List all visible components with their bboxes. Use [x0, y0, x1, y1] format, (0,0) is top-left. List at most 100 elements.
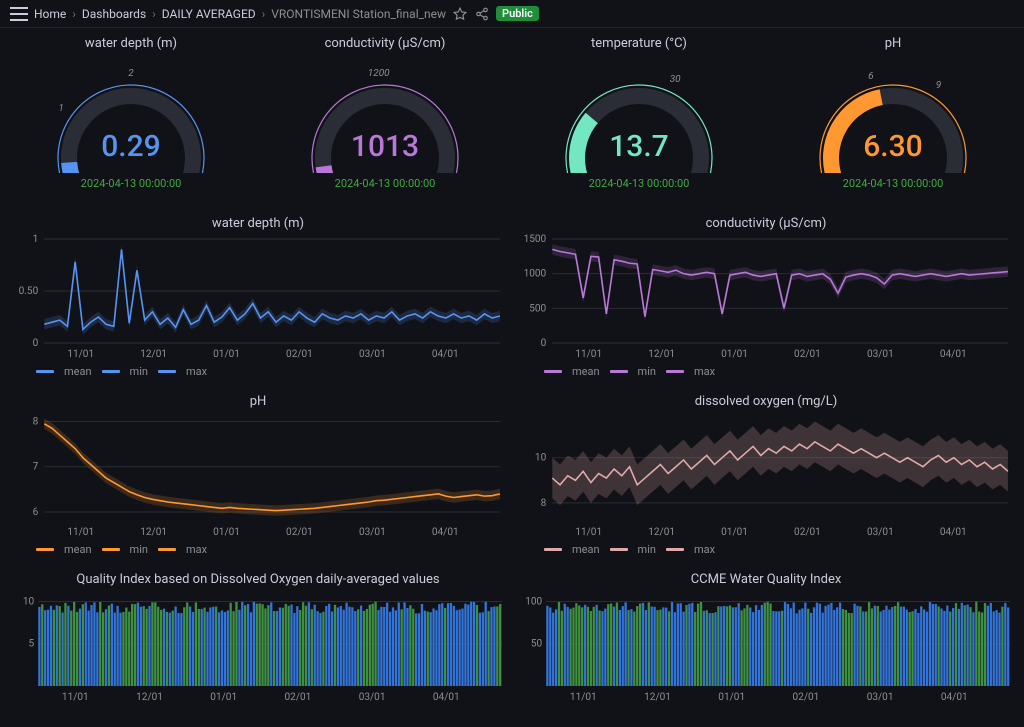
svg-text:11/01: 11/01 [62, 692, 89, 703]
legend-label: max [186, 365, 207, 378]
svg-text:0: 0 [33, 338, 39, 349]
gauge-panel: conductivity (μS/cm)0120025001013 2024-04… [262, 32, 508, 212]
panel-title: water depth (m) [8, 212, 508, 233]
svg-text:500: 500 [529, 303, 546, 314]
panel-title: CCME Water Quality Index [516, 568, 1016, 589]
svg-text:02/01: 02/01 [285, 692, 312, 703]
svg-text:2: 2 [128, 68, 134, 79]
share-icon[interactable] [474, 6, 490, 22]
chart-legend: mean min max [8, 363, 508, 378]
menu-icon[interactable] [10, 7, 28, 21]
chart-row-1: water depth (m)00.50111/0112/0101/0102/0… [8, 212, 1016, 390]
line-chart-svg: 67811/0112/0101/0102/0103/0104/01 [8, 411, 508, 541]
svg-text:6: 6 [868, 71, 873, 82]
crumb-sep: › [262, 7, 266, 21]
svg-text:01/01: 01/01 [210, 692, 237, 703]
svg-text:10: 10 [23, 596, 35, 607]
page-body: water depth (m)01240.292024-04-13 00:00:… [0, 28, 1024, 727]
svg-text:01/01: 01/01 [213, 527, 240, 538]
gauge-row: water depth (m)01240.29 2024-04-13 00:00:… [8, 32, 1016, 212]
bar-panel: CCME Water Quality Index 50 100 11/01 12/01 0… [516, 568, 1016, 723]
legend-label: mean [64, 543, 92, 556]
star-icon[interactable] [452, 6, 468, 22]
svg-text:50: 50 [531, 639, 543, 650]
legend-label: max [186, 543, 207, 556]
bar-chart-svg: 5010011/0112/0101/0102/0103/0104/01 [516, 589, 1016, 704]
panel-title: temperature (°C) [516, 32, 762, 53]
legend-label: min [638, 543, 656, 556]
svg-text:04/01: 04/01 [432, 349, 459, 360]
legend-label: mean [64, 365, 92, 378]
panel-title: pH [770, 32, 1016, 53]
svg-text:11/01: 11/01 [570, 692, 597, 703]
crumb-home[interactable]: Home [34, 7, 66, 21]
svg-text:12/01: 12/01 [140, 527, 167, 538]
svg-text:1200: 1200 [368, 68, 390, 79]
svg-text:0.29: 0.29 [101, 129, 161, 164]
chart-legend: meanminmax [516, 363, 1016, 378]
svg-text:03/01: 03/01 [867, 349, 894, 360]
svg-text:8: 8 [541, 498, 547, 509]
public-badge: Public [496, 6, 539, 21]
svg-text:12/01: 12/01 [644, 692, 671, 703]
svg-text:12/01: 12/01 [648, 527, 675, 538]
svg-text:04/01: 04/01 [940, 527, 967, 538]
svg-text:12/01: 12/01 [136, 692, 163, 703]
crumb-dashboard[interactable]: VRONTISMENI Station_final_new [271, 7, 446, 21]
svg-text:03/01: 03/01 [867, 527, 894, 538]
gauge-svg: 01240.29 [31, 53, 231, 173]
gauge-svg: 0120025001013 [285, 53, 485, 173]
svg-text:1500: 1500 [524, 234, 547, 245]
gauge-timestamp: 2024-04-13 00:00:00 [843, 177, 944, 190]
svg-text:11/01: 11/01 [67, 527, 94, 538]
svg-text:02/01: 02/01 [794, 527, 821, 538]
svg-text:8: 8 [33, 417, 39, 428]
legend-label: max [694, 543, 715, 556]
topbar: Home › Dashboards › DAILY AVERAGED › VRO… [0, 0, 1024, 28]
svg-text:02/01: 02/01 [794, 349, 821, 360]
svg-text:1013: 1013 [351, 129, 419, 164]
svg-text:6.30: 6.30 [863, 129, 923, 164]
svg-text:13.7: 13.7 [609, 129, 669, 164]
svg-text:02/01: 02/01 [286, 349, 313, 360]
legend-label: min [130, 365, 148, 378]
gauge-svg: 069146.30 [793, 53, 993, 173]
svg-text:11/01: 11/01 [67, 349, 94, 360]
gauge-timestamp: 2024-04-13 00:00:00 [589, 177, 690, 190]
crumb-sep: › [152, 7, 156, 21]
gauge-timestamp: 2024-04-13 00:00:00 [81, 177, 182, 190]
chart-legend: meanminmax [516, 541, 1016, 556]
svg-text:03/01: 03/01 [867, 692, 894, 703]
panel-title: water depth (m) [8, 32, 254, 53]
svg-text:12/01: 12/01 [140, 349, 167, 360]
svg-text:03/01: 03/01 [359, 527, 386, 538]
svg-text:03/01: 03/01 [359, 692, 386, 703]
svg-text:0: 0 [541, 338, 547, 349]
gauge-panel: water depth (m)01240.29 2024-04-13 00:00:… [8, 32, 254, 212]
svg-text:11/01: 11/01 [575, 349, 602, 360]
svg-text:11/01: 11/01 [575, 527, 602, 538]
svg-text:01/01: 01/01 [718, 692, 745, 703]
gauge-timestamp: 2024-04-13 00:00:00 [335, 177, 436, 190]
svg-text:9: 9 [936, 80, 942, 91]
crumb-dashboards[interactable]: Dashboards [82, 7, 146, 21]
svg-text:04/01: 04/01 [433, 692, 460, 703]
line-chart-svg: 00.50111/0112/0101/0102/0103/0104/01 [8, 233, 508, 363]
svg-text:01/01: 01/01 [213, 349, 240, 360]
svg-text:7: 7 [33, 462, 39, 473]
svg-text:02/01: 02/01 [286, 527, 313, 538]
panel-title: conductivity (μS/cm) [516, 212, 1016, 233]
crumb-folder[interactable]: DAILY AVERAGED [162, 7, 256, 21]
panel-title: conductivity (μS/cm) [262, 32, 508, 53]
legend-label: min [130, 543, 148, 556]
svg-text:100: 100 [525, 596, 542, 607]
gauge-panel: temperature (°C)0305013.72024-04-13 00:0… [516, 32, 762, 212]
chart-row-2: pH67811/0112/0101/0102/0103/0104/01meanm… [8, 390, 1016, 568]
panel-title: pH [8, 390, 508, 411]
chart-panel: conductivity (μS/cm)05001000150011/0112/… [516, 212, 1016, 390]
legend-label: max [694, 365, 715, 378]
chart-panel: pH67811/0112/0101/0102/0103/0104/01meanm… [8, 390, 508, 568]
svg-text:30: 30 [670, 74, 681, 85]
svg-text:04/01: 04/01 [941, 692, 968, 703]
line-chart-svg: 81011/0112/0101/0102/0103/0104/01 [516, 411, 1016, 541]
